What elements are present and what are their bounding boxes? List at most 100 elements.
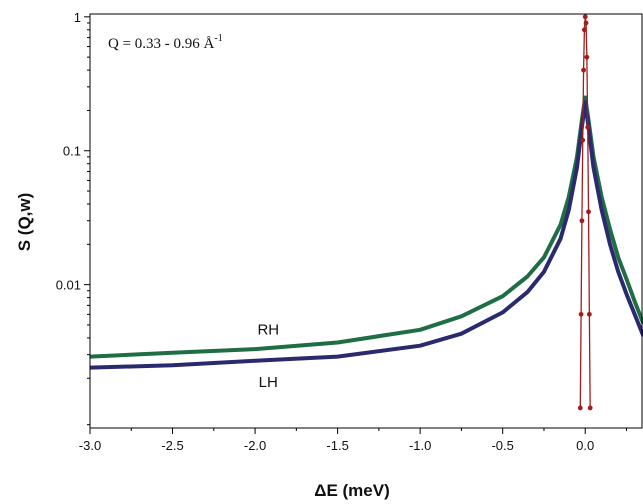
series-rh-point <box>636 308 640 312</box>
series-lh-point <box>575 165 579 170</box>
series-rh-point <box>634 304 639 308</box>
series-lh-point <box>600 208 604 212</box>
series-lh-point <box>573 174 577 178</box>
series-lh-point <box>553 247 558 251</box>
q-range-annotation-text: Q = 0.33 - 0.96 Å <box>108 36 215 52</box>
x-tick-label: -2.5 <box>161 438 183 453</box>
series-labels: RH LH <box>257 321 279 391</box>
series-rh <box>90 95 643 359</box>
series-lh-point <box>633 312 637 316</box>
series-lh-point <box>595 182 599 187</box>
x-tick-label: -0.5 <box>491 438 513 453</box>
y-axis-title: S (Q,w) <box>15 193 34 252</box>
x-axis-ticks: -3.0 -2.5 -2.0 -1.5 -1.0 -0.5 0.0 <box>79 428 627 453</box>
resolution-point <box>582 14 588 20</box>
q-range-annotation-superscript: -1 <box>214 33 222 44</box>
series-lh-point <box>624 292 629 296</box>
series-lh-point <box>583 100 587 104</box>
series-lh-point <box>577 152 581 156</box>
series-rh-point <box>618 260 622 264</box>
x-tick-label: -1.5 <box>326 438 348 453</box>
series-rh-point <box>603 208 607 212</box>
series-lh-point <box>616 270 620 274</box>
series-rh-point <box>563 206 568 210</box>
series-rh-point <box>560 217 564 221</box>
y-tick-label: 1 <box>74 10 81 25</box>
series-rh-point <box>633 299 637 303</box>
series-rh-point <box>558 223 563 227</box>
series-rh-point <box>606 221 610 225</box>
series-rh-point <box>616 255 620 259</box>
series-rh-point <box>629 290 634 295</box>
y-tick-label: 0.1 <box>63 144 81 159</box>
series-lh-point <box>547 260 551 264</box>
series-lh-point <box>603 222 607 226</box>
series-lh-point <box>572 182 576 187</box>
series-rh-point <box>619 264 624 268</box>
series-lh-point <box>606 235 610 240</box>
series-lh-point <box>558 237 563 241</box>
series-lh-point <box>623 288 627 292</box>
series-rh-point <box>553 232 558 237</box>
series-resolution <box>577 14 593 411</box>
series-lh-point <box>593 174 597 178</box>
series-lh-line <box>90 100 643 370</box>
resolution-point <box>586 209 591 215</box>
series-lh <box>90 100 643 370</box>
resolution-point <box>578 311 584 317</box>
plot-area: -3.0 -2.5 -2.0 -1.5 -1.0 -0.5 0.0 0.01 0.1 1 RH L… <box>56 10 643 453</box>
x-tick-label: -1.0 <box>409 438 431 453</box>
series-rh-point <box>615 250 619 254</box>
q-range-annotation: Q = 0.33 - 0.96 Å-1 <box>108 33 223 52</box>
series-lh-point <box>549 256 553 261</box>
series-rh-point <box>626 282 630 286</box>
resolution-point <box>587 405 593 411</box>
series-rh-point <box>557 226 561 230</box>
series-rh-point <box>547 245 551 250</box>
series-lh-point <box>613 259 617 263</box>
series-rh-point <box>608 227 612 231</box>
series-label-lh: LH <box>259 374 278 391</box>
series-rh-point <box>638 312 642 316</box>
resolution-point <box>584 54 590 60</box>
series-lh-point <box>562 225 566 229</box>
series-rh-point <box>552 236 556 240</box>
y-tick-label: 0.01 <box>56 278 81 293</box>
resolution-point <box>581 27 587 33</box>
series-rh-point <box>583 95 587 100</box>
series-lh-point <box>634 316 639 321</box>
series-lh-point <box>552 250 556 254</box>
series-lh-point <box>598 200 602 204</box>
series-rh-point <box>549 242 553 246</box>
series-lh-point <box>629 304 634 308</box>
series-lh-point <box>555 243 559 247</box>
series-label-rh: RH <box>257 321 279 338</box>
series-lh-point <box>619 279 624 283</box>
x-tick-label: 0.0 <box>576 438 594 453</box>
resolution-point <box>577 405 583 411</box>
series-lh-point <box>615 264 619 268</box>
series-rh-point <box>628 286 632 290</box>
series-lh-point <box>565 214 569 218</box>
series-lh-point <box>590 152 594 156</box>
series-rh-point <box>555 229 559 233</box>
series-lh-point <box>605 229 609 233</box>
resolution-point <box>580 137 586 143</box>
series-lh-point <box>596 191 601 195</box>
series-lh-point <box>631 308 635 312</box>
resolution-point <box>586 311 592 317</box>
series-lh-point <box>638 325 642 329</box>
series-rh-point <box>545 249 549 253</box>
series-lh-point <box>588 139 592 143</box>
series-rh-point <box>562 212 566 216</box>
series-lh-point <box>563 220 568 224</box>
series-rh-point <box>605 214 609 218</box>
series-rh-point <box>611 238 615 242</box>
y-axis-ticks: 0.01 0.1 1 <box>56 10 90 426</box>
series-rh-point <box>565 201 569 205</box>
resolution-point <box>583 20 589 26</box>
series-lh-point <box>570 191 574 195</box>
series-lh-point <box>610 248 614 252</box>
x-axis-title: ΔE (meV) <box>314 481 390 500</box>
